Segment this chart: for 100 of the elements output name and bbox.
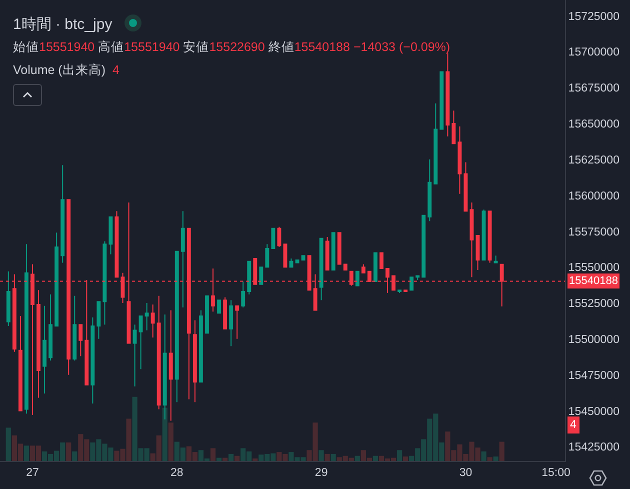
bar — [324, 454, 330, 461]
candlestick — [301, 255, 306, 260]
candlestick — [259, 266, 264, 285]
y-tick-label: 15725000 — [568, 10, 620, 23]
x-tick-label: 15:00 — [542, 466, 570, 479]
y-tick-label: 15650000 — [568, 118, 620, 131]
candlestick — [428, 158, 432, 222]
candlestick — [247, 260, 252, 295]
candlestick — [476, 235, 480, 270]
candlestick — [241, 280, 246, 308]
candlestick — [96, 301, 101, 340]
candlestick — [235, 305, 240, 340]
candlestick — [410, 276, 414, 291]
candlestick — [90, 316, 95, 404]
candlestick — [78, 324, 83, 357]
candlestick — [488, 210, 492, 264]
bar — [234, 456, 240, 461]
candlestick — [361, 264, 366, 274]
candlestick — [422, 214, 426, 278]
y-tick-label: 15550000 — [568, 262, 620, 274]
candlestick — [54, 232, 59, 326]
candlestick — [102, 240, 107, 326]
bar — [162, 408, 168, 461]
candlestick — [156, 295, 161, 410]
y-tick-label: 15450000 — [568, 406, 620, 418]
y-tick-label: 15700000 — [568, 46, 620, 59]
candlestick — [60, 164, 65, 264]
candlestick — [440, 71, 444, 130]
candlestick — [42, 305, 46, 394]
y-tick-label: 15425000 — [568, 442, 620, 454]
text: 4 — [570, 419, 577, 431]
candlestick — [319, 238, 324, 301]
bar — [228, 454, 234, 461]
bar — [66, 442, 72, 461]
bar — [318, 450, 324, 461]
candlestick — [174, 250, 179, 403]
candlestick — [470, 202, 474, 278]
candlestick — [150, 304, 155, 338]
candlestick — [337, 232, 342, 265]
candlestick — [404, 290, 408, 292]
candlestick — [398, 290, 402, 294]
y-tick-label: 15600000 — [568, 190, 620, 202]
annotation: 4 — [112, 63, 120, 77]
candlestick — [458, 126, 462, 194]
candlestick — [355, 270, 360, 286]
bar — [210, 448, 216, 461]
candlestick — [434, 102, 438, 184]
candlestick — [192, 320, 197, 403]
bar — [487, 457, 492, 461]
candlestick — [180, 210, 185, 308]
bar — [24, 446, 30, 461]
bar — [354, 456, 360, 461]
candlestick — [217, 300, 221, 314]
bar — [402, 456, 408, 461]
x-tick-label: 30 — [459, 466, 472, 479]
bar — [252, 458, 258, 461]
candlestick — [331, 232, 336, 270]
candlestick — [18, 315, 22, 412]
text: 1時間 · btc_jpy — [13, 15, 114, 34]
candlestick — [464, 162, 468, 212]
candlestick — [229, 300, 234, 347]
candlestick — [168, 310, 173, 422]
bar — [222, 458, 228, 461]
y-tick-label: 15675000 — [568, 82, 620, 95]
y-tick-label: 15525000 — [568, 298, 620, 310]
ref-line-label: 15540188 — [569, 275, 618, 287]
candlestick — [132, 324, 137, 387]
candlestick — [343, 264, 348, 270]
candlestick — [380, 252, 384, 270]
candlestick — [6, 270, 10, 326]
y-tick-label: 15625000 — [568, 154, 620, 166]
candlestick — [205, 295, 209, 334]
candlestick — [108, 216, 113, 255]
candlestick — [144, 302, 149, 331]
bar — [216, 458, 222, 461]
bar — [372, 456, 378, 461]
chart-title: Volume (出来高) — [13, 63, 106, 77]
candlestick — [277, 226, 282, 248]
candlestick — [48, 294, 53, 361]
bar — [493, 456, 498, 461]
bar — [168, 422, 174, 461]
candlestick — [452, 110, 456, 144]
bar — [72, 451, 78, 461]
candlestick — [271, 228, 276, 249]
bar — [481, 451, 486, 461]
y-tick-label: 15500000 — [568, 334, 620, 346]
candlestick — [72, 295, 77, 361]
candlestick — [373, 252, 378, 282]
candlestick — [446, 52, 450, 137]
bar — [6, 428, 11, 461]
candlestick — [265, 244, 270, 268]
candlestick — [24, 244, 28, 414]
candlestick — [138, 315, 143, 370]
candlestick — [283, 244, 288, 268]
x-tick-label: 29 — [314, 466, 328, 479]
y-tick-label: 15575000 — [568, 226, 620, 238]
candlestick — [36, 290, 40, 398]
text: 始値15551940 高値15551940 安値15522690 終値15540188 −14033 (−0.09%) — [13, 40, 450, 54]
candlestick — [416, 275, 420, 281]
x-tick-label: 27 — [26, 466, 39, 479]
